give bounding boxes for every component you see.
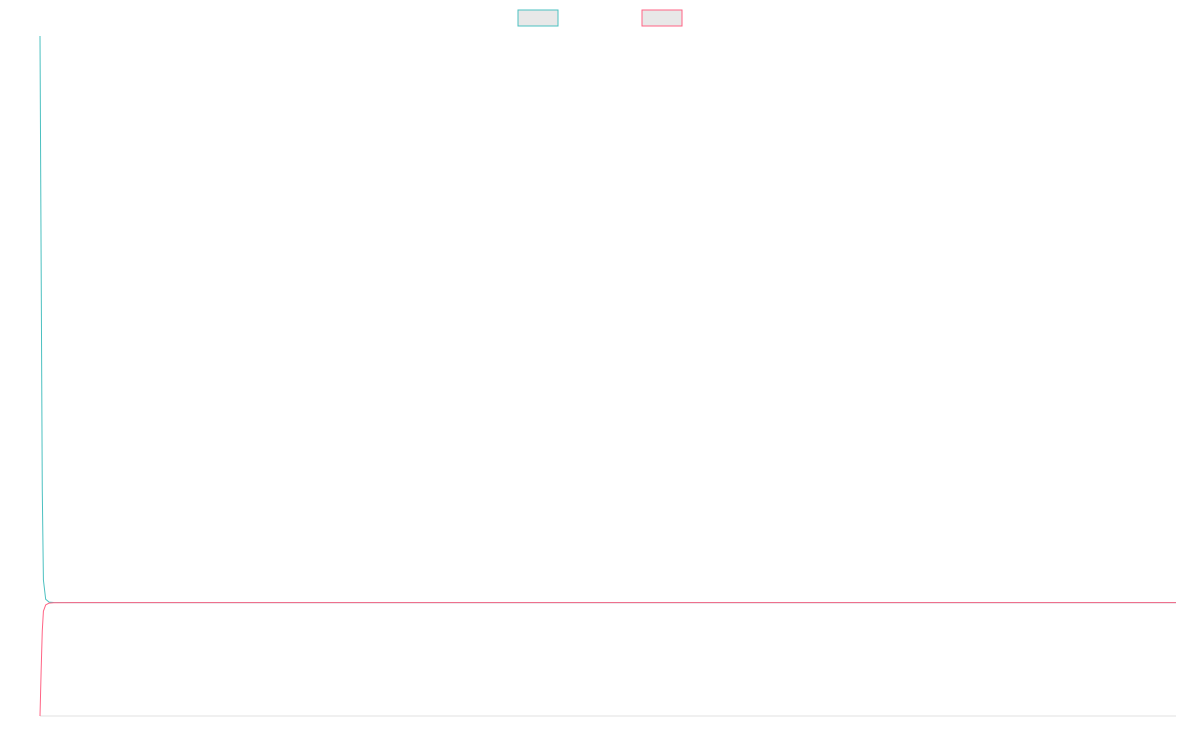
plot-area bbox=[39, 35, 1176, 717]
legend-item-2[interactable] bbox=[641, 9, 683, 27]
series-line-2 bbox=[39, 602, 1176, 717]
chart-legend[interactable] bbox=[517, 9, 683, 27]
series-line-1 bbox=[39, 35, 1176, 604]
legend-item-1[interactable] bbox=[517, 9, 559, 27]
legend-swatch-1[interactable] bbox=[517, 9, 559, 27]
legend-swatch-2[interactable] bbox=[641, 9, 683, 27]
